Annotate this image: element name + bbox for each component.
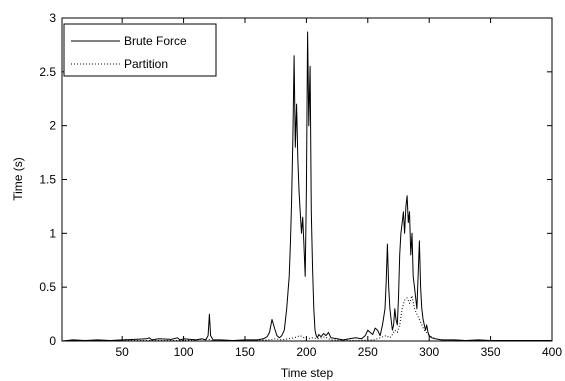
x-tick-label: 50 [115,345,129,359]
y-tick-label: 0.5 [39,280,56,294]
x-axis-label: Time step [281,366,334,380]
axis-ticks: 50 100 150 200 250 300 350 400 0 0.5 1 1.5 2 2.5 3 [39,11,562,359]
legend-label-partition: Partition [124,57,168,71]
series-line-partition [61,295,552,342]
x-tick-label: 350 [481,345,501,359]
y-tick-label: 2.5 [39,65,56,79]
series-line-brute-force [61,31,552,342]
legend-label-brute-force: Brute Force [124,34,187,48]
legend: Brute Force Partition [63,23,217,77]
x-tick-label: 400 [542,345,562,359]
y-tick-label: 3 [49,11,56,25]
y-tick-label: 1.5 [39,173,56,187]
legend-box [63,23,217,77]
y-tick-label: 1 [49,226,56,240]
series-layer [61,31,552,342]
y-tick-label: 0 [49,334,56,348]
y-tick-label: 2 [49,119,56,133]
x-tick-label: 300 [419,345,439,359]
x-tick-label: 200 [296,345,316,359]
x-tick-label: 150 [235,345,255,359]
y-axis-label: Time (s) [11,157,25,201]
x-tick-label: 100 [174,345,194,359]
x-tick-label: 250 [358,345,378,359]
